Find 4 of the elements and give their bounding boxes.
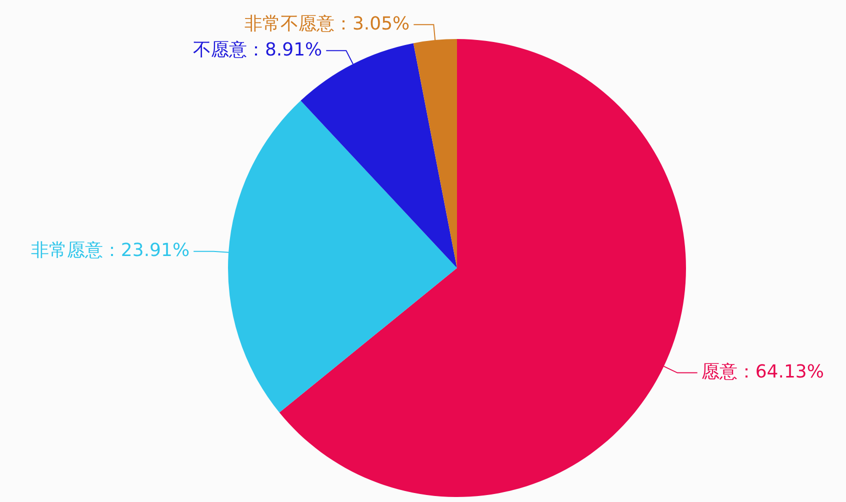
slice-label: 不愿意：8.91% [192, 39, 322, 60]
slice-label: 非常愿意：23.91% [30, 240, 190, 262]
slice-label: 非常不愿意：3.05% [244, 13, 410, 34]
slice-label: 愿意：64.13% [701, 361, 824, 382]
